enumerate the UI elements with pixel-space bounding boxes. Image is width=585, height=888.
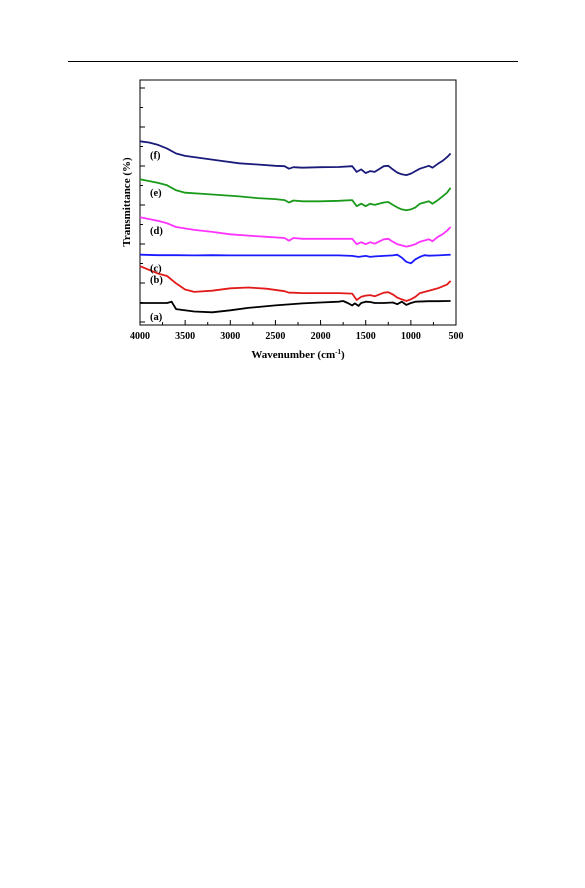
x-tick-label: 3000 bbox=[220, 331, 240, 342]
series-line-d bbox=[139, 216, 452, 248]
x-tick-label: 2500 bbox=[265, 331, 285, 342]
x-tick-label: 1000 bbox=[401, 331, 421, 342]
x-axis-title: Wavenumber (cm-1) bbox=[251, 348, 345, 361]
y-axis-title: Transmittance (%) bbox=[121, 157, 133, 247]
series-label-c: (c) bbox=[150, 264, 162, 275]
x-tick-label: 1500 bbox=[356, 331, 376, 342]
x-axis-ticks: 4000 3500 3000 2500 2000 1500 1000 500 bbox=[130, 320, 464, 342]
series-label-f: (f) bbox=[150, 150, 161, 161]
page-header-rule bbox=[68, 61, 518, 62]
x-tick-label: 3500 bbox=[175, 331, 195, 342]
series-line-b bbox=[139, 265, 452, 302]
series-line-f bbox=[139, 140, 452, 177]
series-line-e bbox=[139, 178, 452, 212]
x-tick-label: 2000 bbox=[311, 331, 331, 342]
series-line-c bbox=[139, 253, 451, 265]
x-tick-label: 4000 bbox=[130, 331, 150, 342]
y-axis-ticks bbox=[140, 87, 145, 323]
plot-frame bbox=[139, 79, 457, 326]
series-label-d: (d) bbox=[150, 226, 163, 237]
series-label-e: (e) bbox=[150, 188, 162, 199]
series-label-a: (a) bbox=[150, 312, 163, 323]
x-tick-label: 500 bbox=[449, 331, 464, 342]
series-line-a bbox=[140, 300, 451, 314]
series-lines bbox=[139, 140, 452, 314]
series-label-b: (b) bbox=[150, 275, 163, 286]
series-labels: (a) (b)(c) (d) (e) (f) bbox=[150, 150, 163, 323]
